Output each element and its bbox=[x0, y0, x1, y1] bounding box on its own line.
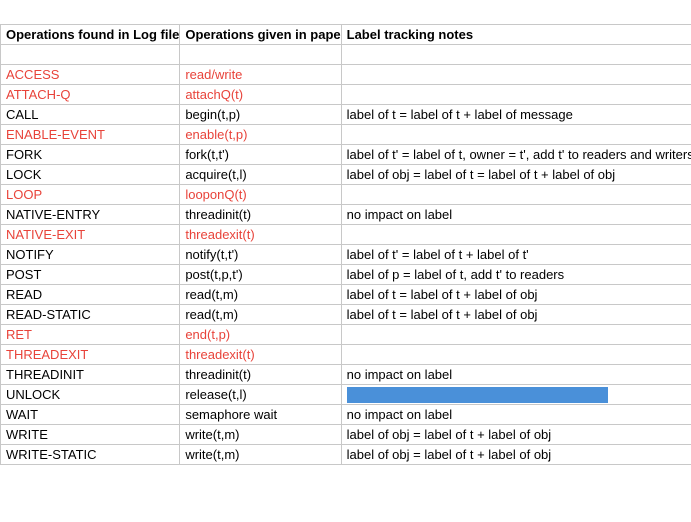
table-row: LOCK acquire(t,l) label of obj = label of … bbox=[0, 164, 691, 185]
cell-label-note[interactable]: label of t = label of t + label of obj bbox=[340, 304, 691, 325]
table-row: ENABLE-EVENT enable(t,p) bbox=[0, 124, 691, 145]
selected-cell-fill bbox=[346, 386, 608, 403]
cell-paper-operation[interactable]: enable(t,p) bbox=[179, 124, 342, 145]
cell-label-note[interactable]: label of t' = label of t + label of t' bbox=[340, 244, 691, 265]
cell-log-operation[interactable]: NOTIFY bbox=[0, 244, 181, 265]
cell-label-note[interactable]: no impact on label bbox=[340, 404, 691, 425]
cell-log-operation[interactable]: NATIVE-EXIT bbox=[0, 224, 181, 245]
cell-label-note[interactable] bbox=[340, 124, 691, 145]
table-row: READ-STATIC read(t,m) label of t = label o… bbox=[0, 304, 691, 325]
cell-log-operation[interactable]: FORK bbox=[0, 144, 181, 165]
header-row: Operations found in Log file Operations … bbox=[0, 24, 691, 45]
cell-paper-operation[interactable]: threadinit(t) bbox=[179, 204, 342, 225]
cell-paper-operation[interactable]: notify(t,t') bbox=[179, 244, 342, 265]
table-row: NATIVE-EXIT threadexit(t) bbox=[0, 224, 691, 245]
table-row: READ read(t,m) label of t = label of t + l… bbox=[0, 284, 691, 305]
cell-log-operation[interactable]: WAIT bbox=[0, 404, 181, 425]
table-row: LOOP looponQ(t) bbox=[0, 184, 691, 205]
cell-label-note[interactable]: label of t' = label of t, owner = t', ad… bbox=[340, 144, 691, 165]
spreadsheet-grid: Operations found in Log file Operations … bbox=[0, 24, 691, 465]
table-row: CALL begin(t,p) label of t = label of t + … bbox=[0, 104, 691, 125]
cell-paper-operation[interactable]: begin(t,p) bbox=[179, 104, 342, 125]
cell-label-note[interactable]: label of t = label of t + label of messa… bbox=[340, 104, 691, 125]
cell-log-operation[interactable]: NATIVE-ENTRY bbox=[0, 204, 181, 225]
cell-log-operation[interactable]: WRITE-STATIC bbox=[0, 444, 181, 465]
table-row: UNLOCK release(t,l) bbox=[0, 384, 691, 405]
table-row: WRITE-STATIC write(t,m) label of obj = lab… bbox=[0, 444, 691, 465]
cell-label-note[interactable]: label of obj = label of t = label of t +… bbox=[340, 164, 691, 185]
cell-paper-operation[interactable]: release(t,l) bbox=[179, 384, 342, 405]
cell-log-operation[interactable]: ENABLE-EVENT bbox=[0, 124, 181, 145]
cell-label-note[interactable]: no impact on label bbox=[340, 364, 691, 385]
table-row: ATTACH-Q attachQ(t) bbox=[0, 84, 691, 105]
cell-label-note[interactable]: label of p = label of t, add t' to reade… bbox=[340, 264, 691, 285]
cell-label-note[interactable] bbox=[340, 184, 691, 205]
header-paper-operations[interactable]: Operations given in pape bbox=[179, 24, 342, 45]
table-row: THREADINIT threadinit(t) no impact on labe… bbox=[0, 364, 691, 385]
table-row: WAIT semaphore wait no impact on label bbox=[0, 404, 691, 425]
cell-label-note[interactable] bbox=[340, 44, 691, 65]
cell-label-note[interactable] bbox=[340, 324, 691, 345]
cell-log-operation[interactable]: ATTACH-Q bbox=[0, 84, 181, 105]
cell-log-operation[interactable]: WRITE bbox=[0, 424, 181, 445]
cell-label-note[interactable] bbox=[340, 384, 691, 405]
cell-log-operation[interactable]: POST bbox=[0, 264, 181, 285]
cell-paper-operation[interactable]: attachQ(t) bbox=[179, 84, 342, 105]
cell-paper-operation[interactable] bbox=[179, 44, 342, 65]
cell-label-note[interactable]: no impact on label bbox=[340, 204, 691, 225]
cell-label-note[interactable] bbox=[340, 224, 691, 245]
cell-log-operation[interactable] bbox=[0, 44, 181, 65]
cell-log-operation[interactable]: LOOP bbox=[0, 184, 181, 205]
cell-paper-operation[interactable]: read/write bbox=[179, 64, 342, 85]
table-row: THREADEXIT threadexit(t) bbox=[0, 344, 691, 365]
cell-paper-operation[interactable]: write(t,m) bbox=[179, 444, 342, 465]
header-log-operations[interactable]: Operations found in Log file bbox=[0, 24, 181, 45]
cell-paper-operation[interactable]: end(t,p) bbox=[179, 324, 342, 345]
cell-log-operation[interactable]: LOCK bbox=[0, 164, 181, 185]
cell-log-operation[interactable]: THREADEXIT bbox=[0, 344, 181, 365]
cell-paper-operation[interactable]: threadexit(t) bbox=[179, 224, 342, 245]
table-row: POST post(t,p,t') label of p = label of t,… bbox=[0, 264, 691, 285]
table-row: WRITE write(t,m) label of obj = label of t… bbox=[0, 424, 691, 445]
cell-log-operation[interactable]: THREADINIT bbox=[0, 364, 181, 385]
cell-paper-operation[interactable]: fork(t,t') bbox=[179, 144, 342, 165]
cell-label-note[interactable] bbox=[340, 344, 691, 365]
table-row: NATIVE-ENTRY threadinit(t) no impact on la… bbox=[0, 204, 691, 225]
table-row: RET end(t,p) bbox=[0, 324, 691, 345]
cell-label-note[interactable]: label of t = label of t + label of obj bbox=[340, 284, 691, 305]
cell-paper-operation[interactable]: threadinit(t) bbox=[179, 364, 342, 385]
cell-paper-operation[interactable]: read(t,m) bbox=[179, 304, 342, 325]
cell-label-note[interactable] bbox=[340, 84, 691, 105]
cell-paper-operation[interactable]: semaphore wait bbox=[179, 404, 342, 425]
cell-label-note[interactable]: label of obj = label of t + label of obj bbox=[340, 444, 691, 465]
table-row bbox=[0, 44, 691, 65]
cell-paper-operation[interactable]: post(t,p,t') bbox=[179, 264, 342, 285]
cell-log-operation[interactable]: ACCESS bbox=[0, 64, 181, 85]
cell-paper-operation[interactable]: write(t,m) bbox=[179, 424, 342, 445]
cell-paper-operation[interactable]: looponQ(t) bbox=[179, 184, 342, 205]
header-label-notes[interactable]: Label tracking notes bbox=[340, 24, 691, 45]
cell-paper-operation[interactable]: acquire(t,l) bbox=[179, 164, 342, 185]
cell-paper-operation[interactable]: read(t,m) bbox=[179, 284, 342, 305]
cell-log-operation[interactable]: READ-STATIC bbox=[0, 304, 181, 325]
cell-log-operation[interactable]: READ bbox=[0, 284, 181, 305]
cell-log-operation[interactable]: CALL bbox=[0, 104, 181, 125]
cell-log-operation[interactable]: RET bbox=[0, 324, 181, 345]
cell-log-operation[interactable]: UNLOCK bbox=[0, 384, 181, 405]
cell-paper-operation[interactable]: threadexit(t) bbox=[179, 344, 342, 365]
table-row: ACCESS read/write bbox=[0, 64, 691, 85]
table-row: FORK fork(t,t') label of t' = label of t, … bbox=[0, 144, 691, 165]
cell-label-note[interactable] bbox=[340, 64, 691, 85]
table-row: NOTIFY notify(t,t') label of t' = label of… bbox=[0, 244, 691, 265]
cell-label-note[interactable]: label of obj = label of t + label of obj bbox=[340, 424, 691, 445]
